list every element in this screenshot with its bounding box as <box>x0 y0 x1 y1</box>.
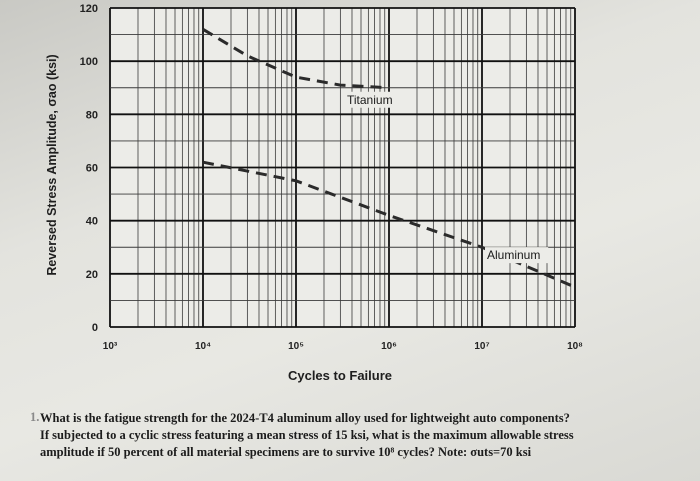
x-tick-label: 10⁴ <box>195 341 211 352</box>
question-line: If subjected to a cyclic stress featurin… <box>40 428 574 442</box>
series-label-bg <box>485 247 549 264</box>
question-text: What is the fatigue strength for the 202… <box>40 410 690 461</box>
chart-series: Titanium Aluminum <box>202 28 576 289</box>
chart-grid <box>109 7 576 328</box>
series-label: Aluminum <box>487 248 540 262</box>
question-number: 1. <box>30 410 40 424</box>
y-axis-label: Reversed Stress Amplitude, σao (ksi) <box>45 54 59 275</box>
y-tick-label: 120 <box>80 3 98 15</box>
question-line: amplitude if 50 percent of all material … <box>40 445 532 459</box>
x-tick-label: 10⁶ <box>381 341 397 352</box>
x-tick-label: 10⁷ <box>474 341 489 352</box>
y-tick-label: 100 <box>80 56 98 68</box>
y-tick-label: 20 <box>86 269 98 281</box>
y-tick-label: 40 <box>86 216 98 228</box>
x-axis-label: Cycles to Failure <box>288 368 392 383</box>
series-label: Titanium <box>347 93 393 107</box>
series-line <box>202 28 390 90</box>
x-tick-label: 10⁸ <box>567 341 583 352</box>
question-line: What is the fatigue strength for the 202… <box>40 411 570 425</box>
x-tick-label: 10³ <box>103 341 118 352</box>
y-tick-label: 0 <box>92 322 98 334</box>
series-label-bg <box>345 91 409 108</box>
y-tick-label: 80 <box>86 109 98 121</box>
x-tick-label: 10⁵ <box>288 341 304 352</box>
y-tick-label: 60 <box>86 163 98 175</box>
chart-ticks: 0 20 40 60 80 100 120 10³ 10⁴ 10⁵ 10⁶ 10⁷ 10⁸ <box>80 3 584 352</box>
